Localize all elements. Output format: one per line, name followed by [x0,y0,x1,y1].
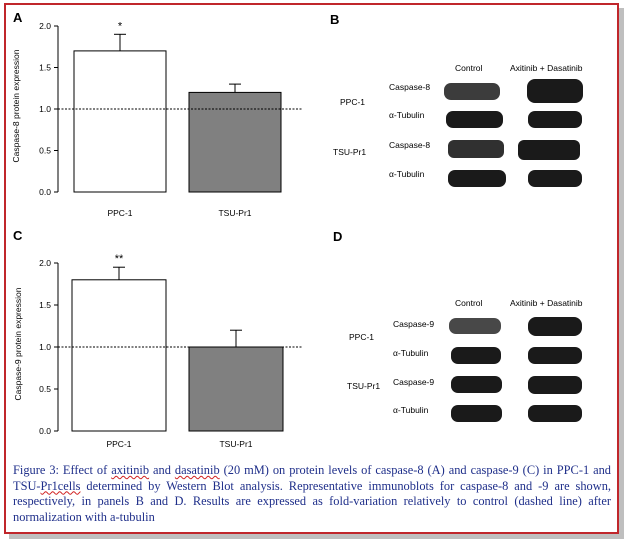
blot-band [451,405,502,422]
blot-b-row-label: Caspase-8 [389,82,430,92]
blot-b-row-label: α-Tubulin [389,110,425,120]
blot-band [528,317,582,336]
blot-d-row-label: Caspase-9 [393,319,434,329]
y-tick-label: 0.0 [39,187,51,197]
blot-band [528,405,582,422]
y-tick-label: 0.5 [39,384,51,394]
bar [71,279,167,432]
y-tick-label: 2.0 [39,258,51,268]
blot-d-row-label: α-Tubulin [393,405,429,415]
y-tick-label: 2.0 [39,21,51,31]
panel-label-b: B [330,12,339,27]
blot-band [528,111,582,128]
bar [73,50,167,193]
bar [188,91,282,193]
x-tick-label: PPC-1 [106,439,131,449]
caption-text: Figure 3: Effect of [13,463,112,477]
blot-b-row-label: Caspase-8 [389,140,430,150]
caption-text: axitinib [111,463,150,477]
blot-d-row-label: α-Tubulin [393,348,429,358]
chart-a-ylabel: Caspase-8 protein expression [11,49,21,162]
western-blot-b: Control Axitinib + Dasatinib Caspase-8 α… [333,63,583,187]
panel-label-d: D [333,229,342,244]
significance-marker: ** [115,253,124,265]
blot-b-header-control: Control [455,63,483,73]
blot-d-group-label: TSU-Pr1 [347,381,380,391]
blot-b-group-label: TSU-Pr1 [333,147,366,157]
blot-band [528,376,582,394]
y-tick-label: 0.0 [39,426,51,436]
y-tick-label: 1.0 [39,104,51,114]
y-tick-label: 1.5 [39,300,51,310]
x-tick-label: TSU-Pr1 [218,208,251,218]
y-tick-label: 1.5 [39,63,51,73]
y-tick-label: 0.5 [39,146,51,156]
blot-band [518,140,580,160]
blot-d-row-label: Caspase-9 [393,377,434,387]
figure-caption: Figure 3: Effect of axitinib and dasatin… [13,463,611,533]
blot-band [528,170,582,187]
blot-d-header-treatment: Axitinib + Dasatinib [510,298,583,308]
blot-b-header-treatment: Axitinib + Dasatinib [510,63,583,73]
blot-band [449,318,501,334]
blot-band [448,170,506,187]
x-tick-label: TSU-Pr1 [219,439,252,449]
blot-band [448,140,504,158]
caption-text: Pr1cells [40,478,81,493]
western-blot-d: Control Axitinib + Dasatinib Caspase-9 α… [347,298,583,422]
y-tick-label: 1.0 [39,342,51,352]
caption-text: determined by Western Blot analysis. Rep… [13,478,611,524]
blot-band [451,376,502,393]
caption-text: and [149,463,175,477]
blot-b-group-label: PPC-1 [340,97,365,107]
caption-text: (20 mM) on protein levels of caspase-8 (… [13,463,611,493]
blot-d-header-control: Control [455,298,483,308]
blot-band [528,347,582,364]
blot-b-row-label: α-Tubulin [389,169,425,179]
blot-band [451,347,501,364]
chart-c: Caspase-9 protein expression 0.0 0.5 1.0 1.… [13,253,302,449]
chart-a: Caspase-8 protein expression 0.0 0.5 1.0 1.… [11,20,302,218]
blot-band [527,79,583,103]
significance-marker: * [118,20,123,32]
blot-band [444,83,500,100]
panel-label-a: A [13,10,23,25]
x-tick-label: PPC-1 [107,208,132,218]
bar [188,346,284,432]
blot-d-group-label: PPC-1 [349,332,374,342]
blot-band [446,111,503,128]
panel-label-c: C [13,228,23,243]
caption-text: dasatinib [174,463,220,477]
chart-c-ylabel: Caspase-9 protein expression [13,287,23,400]
